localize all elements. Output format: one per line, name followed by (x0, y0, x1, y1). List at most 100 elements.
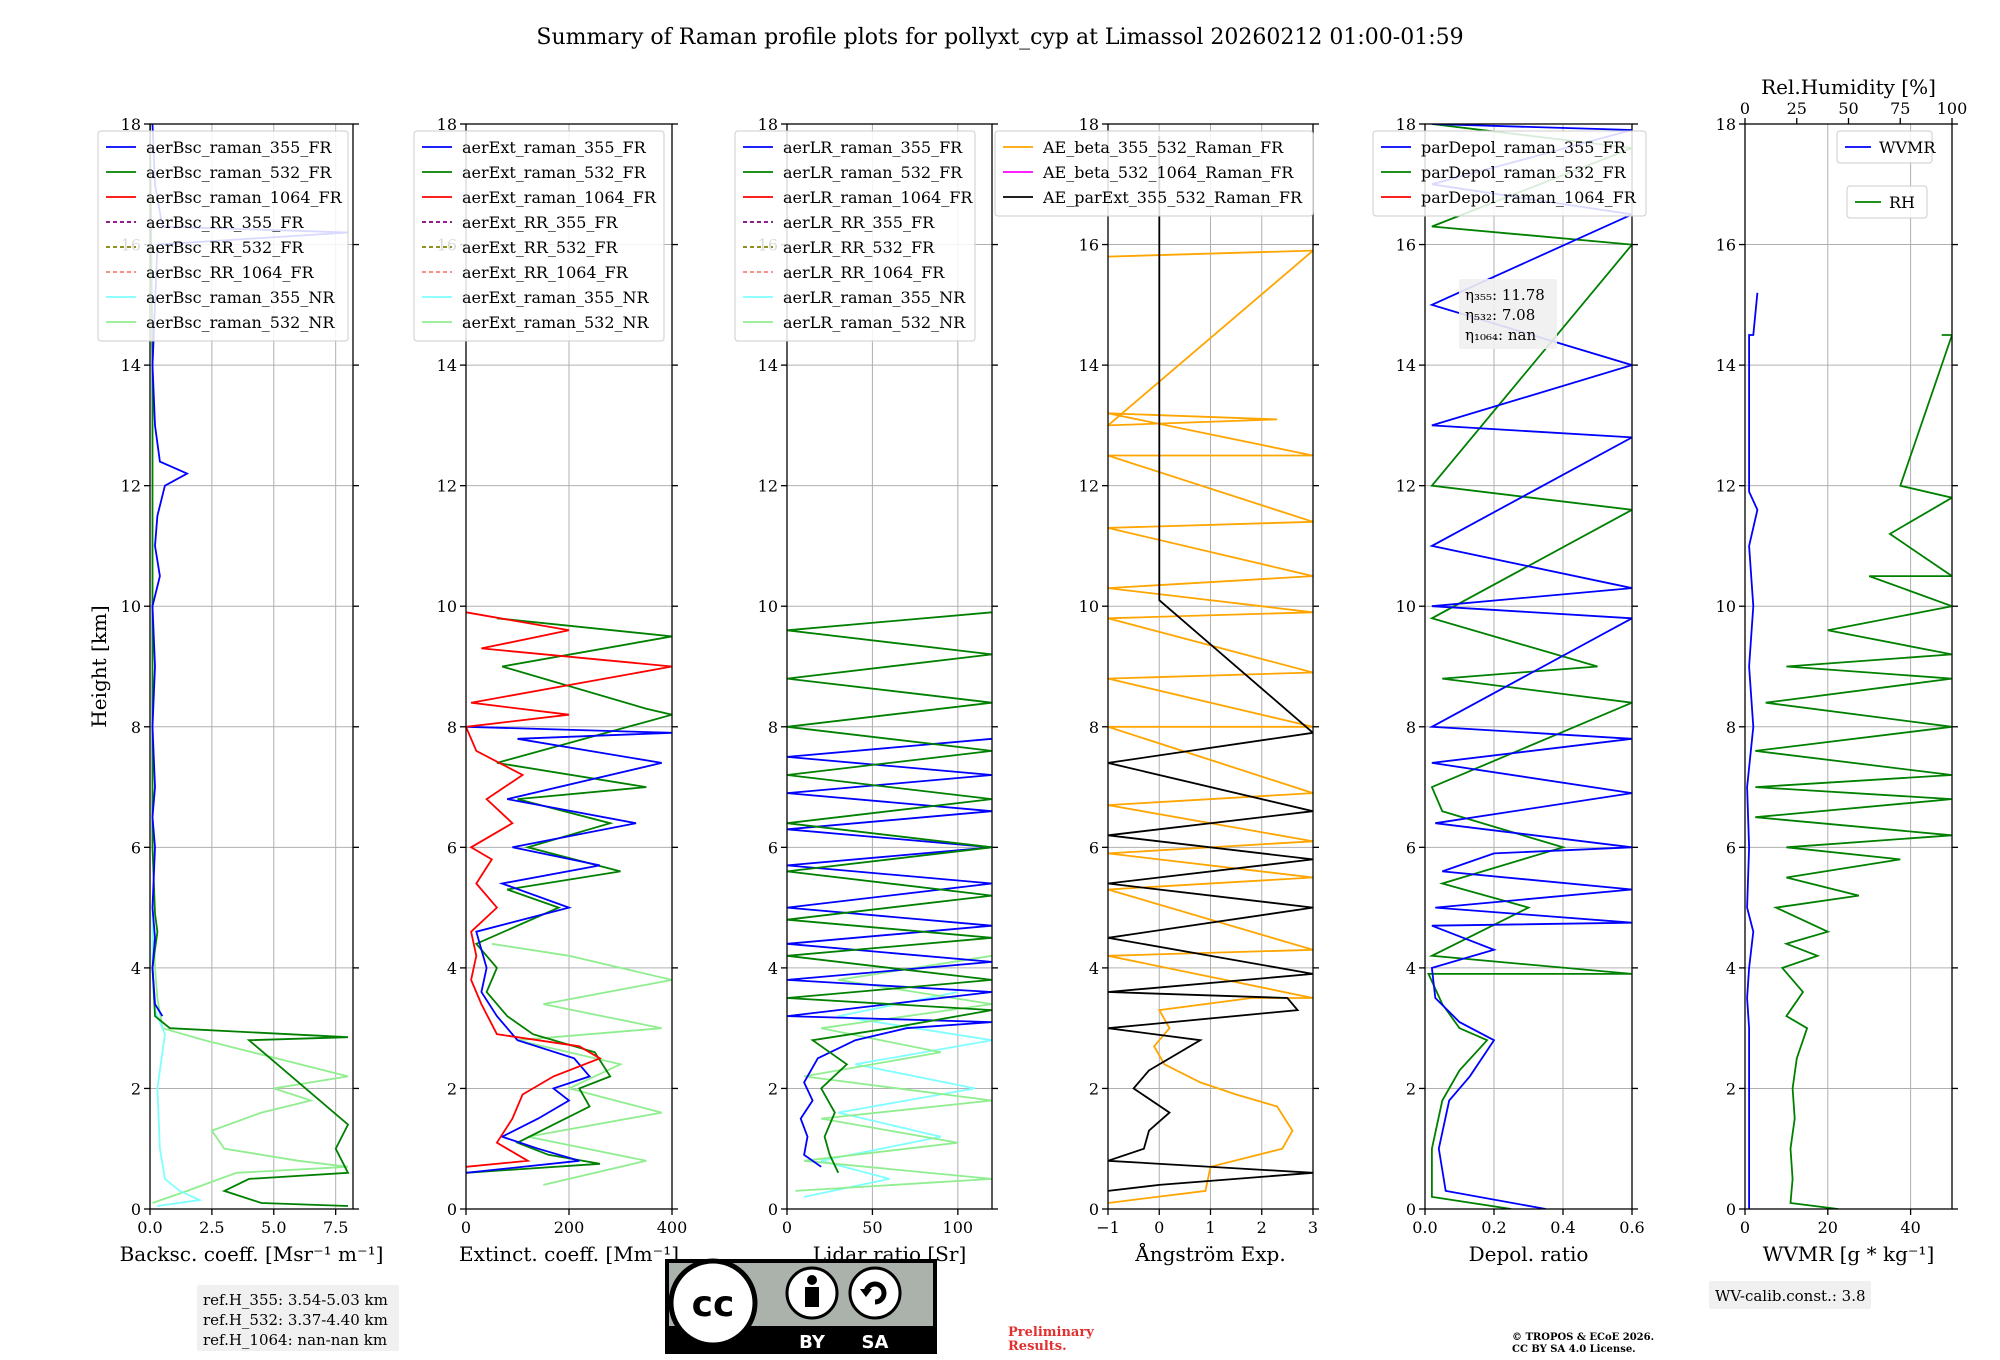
top-tick-label: 100 (1937, 99, 1968, 118)
copyright-line-1: © TROPOS & ECoE 2026. (1512, 1332, 1654, 1343)
legend-label: parDepol_raman_532_FR (1421, 163, 1627, 182)
series-line-aerLR_raman_355_NR (803, 991, 992, 1198)
x-tick-label: −1 (1096, 1218, 1120, 1237)
y-tick-label: 12 (121, 477, 141, 496)
note-line: ref.H_532: 3.37-4.40 km (203, 1311, 388, 1329)
y-tick-label: 10 (121, 597, 141, 616)
legend-label: AE_beta_355_532_Raman_FR (1042, 138, 1284, 157)
series-group (1427, 124, 1632, 1209)
x-axis-label: Depol. ratio (1469, 1242, 1589, 1266)
reference-note: ref.H_355: 3.54-5.03 km ref.H_532: 3.37-4… (197, 1285, 399, 1351)
x-tick-label: 20 (1818, 1218, 1838, 1237)
x-tick-label: 0 (782, 1218, 792, 1237)
x-axis-label: Ångström Exp. (1134, 1241, 1285, 1266)
top-tick-label: 25 (1787, 99, 1807, 118)
x-tick-label: 3 (1308, 1218, 1318, 1237)
x-tick-label: 2 (1257, 1218, 1267, 1237)
y-tick-label: 14 (1716, 356, 1736, 375)
series-line-aerLR_raman_532_NR (795, 954, 992, 1192)
series-line-aerBsc_raman_355_NR (151, 907, 203, 1207)
y-tick-label: 16 (1396, 236, 1416, 255)
y-axis-label: Height [km] (87, 605, 111, 727)
y-tick-label: 12 (1079, 477, 1099, 496)
eta-box (1459, 279, 1557, 349)
y-tick-label: 4 (1089, 959, 1099, 978)
y-tick-label: 4 (768, 959, 778, 978)
x-tick-label: 50 (862, 1218, 882, 1237)
preliminary-label: Preliminary (1008, 1325, 1094, 1340)
y-tick-label: 8 (768, 718, 778, 737)
legend-label: aerExt_RR_1064_FR (462, 263, 629, 282)
y-tick-label: 8 (447, 718, 457, 737)
eta-line: η₁₀₆₄: nan (1465, 326, 1536, 344)
y-tick-label: 12 (1716, 477, 1736, 496)
series-line-aerLR_raman_355_FR (787, 737, 992, 1168)
share-alike-icon (848, 1266, 902, 1320)
legend-label: aerLR_raman_532_FR (783, 163, 963, 182)
y-tick-label: 0 (768, 1200, 778, 1219)
y-tick-label: 0 (131, 1200, 141, 1219)
cc-license-badge: cc BY SA (665, 1258, 937, 1354)
legend-label: aerLR_raman_355_FR (783, 138, 963, 157)
x-axis-label: WVMR [g * kg⁻¹] (1763, 1242, 1935, 1266)
legend-label: aerExt_raman_532_FR (462, 163, 647, 182)
legend-label: aerExt_RR_355_FR (462, 213, 619, 232)
x-tick-label: 400 (657, 1218, 688, 1237)
note-line: ref.H_355: 3.54-5.03 km (203, 1291, 388, 1309)
legend-label: aerLR_raman_532_NR (783, 313, 966, 332)
y-tick-label: 14 (1396, 356, 1416, 375)
license-by: BY (799, 1332, 826, 1353)
series-line-AE_parExt_355_532_Raman_FR (1108, 136, 1313, 1192)
top-tick-label: 75 (1890, 99, 1910, 118)
plot-frame (786, 123, 993, 1210)
y-tick-label: 18 (1716, 115, 1736, 134)
x-tick-label: 0.6 (1619, 1218, 1644, 1237)
y-tick-label: 18 (437, 115, 457, 134)
y-tick-label: 18 (1079, 115, 1099, 134)
series-line-RH (1755, 334, 1952, 1209)
x-tick-label: 100 (943, 1218, 974, 1237)
legend: aerLR_raman_355_FR aerLR_raman_532_FR aerL… (734, 130, 976, 342)
y-tick-label: 0 (447, 1200, 457, 1219)
y-tick-label: 6 (131, 838, 141, 857)
y-tick-label: 2 (768, 1079, 778, 1098)
panel-lr: 024681012141618050100Lidar ratio [Sr]aer… (734, 115, 998, 1266)
legend-label: aerLR_raman_1064_FR (783, 188, 973, 207)
eta-line: η₃₅₅: 11.78 (1465, 286, 1545, 304)
note-box (1709, 1281, 1871, 1309)
legend-label: aerBsc_raman_532_NR (146, 313, 335, 332)
share-alike-arrowhead (860, 1289, 872, 1297)
y-tick-label: 8 (1406, 718, 1416, 737)
x-tick-label: 5.0 (261, 1218, 286, 1237)
legend-label: aerLR_RR_1064_FR (783, 263, 945, 282)
license-sa: SA (862, 1332, 889, 1353)
plot-frame (149, 123, 354, 1210)
legend-label: aerLR_raman_355_NR (783, 288, 966, 307)
legend-box (413, 130, 665, 342)
legend-label: aerBsc_RR_1064_FR (146, 263, 315, 282)
plot-frame (1744, 123, 1953, 1210)
attribution-icon-body (805, 1287, 819, 1307)
y-tick-label: 10 (437, 597, 457, 616)
x-tick-label: 40 (1900, 1218, 1920, 1237)
legend-label: aerExt_raman_1064_FR (462, 188, 657, 207)
legend: aerBsc_raman_355_FR aerBsc_raman_532_FRae… (97, 130, 349, 342)
y-tick-label: 2 (131, 1079, 141, 1098)
y-tick-label: 6 (1089, 838, 1099, 857)
legend-label: aerBsc_RR_355_FR (146, 213, 304, 232)
legend-box (1836, 130, 1933, 164)
legend-label: aerLR_RR_532_FR (783, 238, 935, 257)
legend-label: aerBsc_raman_355_FR (146, 138, 332, 157)
legend-WVMR: WVMR (1836, 130, 1936, 164)
x-tick-label: 0 (1154, 1218, 1164, 1237)
x-tick-label: 0.4 (1550, 1218, 1575, 1237)
y-tick-label: 16 (1079, 236, 1099, 255)
attribution-icon-head (807, 1275, 817, 1285)
series-line-parDepol_raman_355_FR (1428, 124, 1632, 1209)
top-tick-label: 50 (1838, 99, 1858, 118)
top-axis-label: Rel.Humidity [%] (1761, 75, 1936, 99)
y-tick-label: 12 (758, 477, 778, 496)
y-tick-label: 2 (1089, 1079, 1099, 1098)
y-tick-label: 12 (437, 477, 457, 496)
